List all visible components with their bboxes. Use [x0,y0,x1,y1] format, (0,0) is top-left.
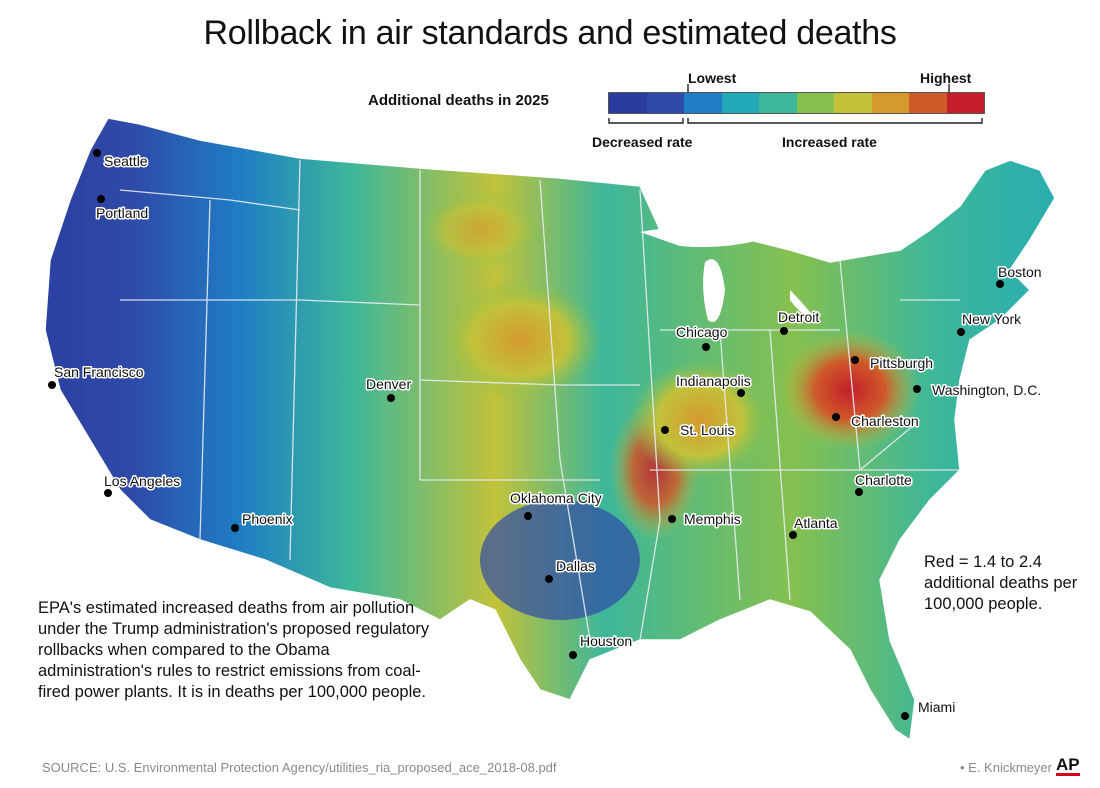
legend-swatch [684,93,722,113]
city-marker [913,385,921,393]
city-label: Portland [96,205,148,221]
ap-logo: AP [1056,755,1080,776]
source-line: SOURCE: U.S. Environmental Protection Ag… [42,760,557,775]
city-marker [569,651,577,659]
state-borders [119,159,960,641]
city-label: Phoenix [242,511,293,527]
legend-swatch [871,93,909,113]
city-label: Dallas [556,558,595,574]
city-marker [97,195,105,203]
legend-title: Additional deaths in 2025 [368,92,549,109]
city-marker [832,413,840,421]
city-label: Atlanta [794,515,838,531]
city-marker [789,531,797,539]
city-marker [524,512,532,520]
red-range-note: Red = 1.4 to 2.4 additional deaths per 1… [924,553,1078,613]
city-label: Boston [998,264,1042,280]
city-label: Charleston [851,413,919,429]
legend-swatch [796,93,834,113]
city-marker [48,381,56,389]
city-label: Seattle [104,153,148,169]
city-marker [996,280,1004,288]
city-label: St. Louis [680,422,734,438]
city-marker [545,575,553,583]
city-label: Miami [918,699,955,715]
us-outline [44,117,1056,742]
city-marker [93,149,101,157]
city-marker [661,426,669,434]
legend-swatch [946,93,984,113]
city-marker [957,328,965,336]
legend-highest-label: Highest [920,70,972,86]
credit-line: • E. Knickmeyer [960,760,1052,775]
map-title: Rollback in air standards and estimated … [203,14,897,52]
city-marker [668,515,676,523]
city-label: Detroit [778,309,819,325]
legend-swatch [759,93,797,113]
legend-brackets [608,84,983,124]
city-label: Charlotte [855,472,912,488]
city-label: Washington, D.C. [932,382,1041,398]
city-label: Oklahoma City [510,490,602,506]
legend-lowest-label: Lowest [688,70,737,86]
city-marker [855,488,863,496]
city-label: Indianapolis [676,373,751,389]
city-marker [737,389,745,397]
explanatory-note: EPA's estimated increased deaths from ai… [38,599,430,701]
city-marker [901,712,909,720]
city-label: Chicago [676,324,728,340]
legend-swatch [834,93,872,113]
city-label: Memphis [684,511,741,527]
city-label: Pittsburgh [870,355,933,371]
city-label: San Francisco [54,364,144,380]
legend-increased-label: Increased rate [782,134,877,150]
legend-swatch [721,93,759,113]
city-label: Los Angeles [104,473,180,489]
legend-swatch [909,93,947,113]
legend-swatch [609,93,647,113]
legend-color-scale [608,92,985,114]
city-label: Denver [366,376,411,392]
city-label: New York [962,311,1022,327]
great-lakes [640,227,815,322]
city-marker [231,524,239,532]
legend-decreased-label: Decreased rate [592,134,693,150]
city-marker [104,489,112,497]
legend-swatch [646,93,684,113]
city-marker [851,356,859,364]
city-marker [702,343,710,351]
city-marker [780,327,788,335]
city-marker [387,394,395,402]
city-label: Houston [580,633,632,649]
